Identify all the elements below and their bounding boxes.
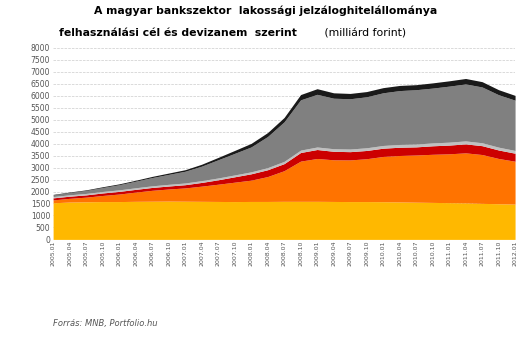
Text: felhasználási cél és devizanem  szerint: felhasználási cél és devizanem szerint	[59, 28, 297, 38]
Legend: szabad, EUR, szabad, CHF+JPY, szabad, HUF, lakás, EUR, lakás, CHF+JPY, lakás, HU: szabad, EUR, szabad, CHF+JPY, szabad, HU…	[163, 339, 405, 342]
Text: A magyar bankszektor  lakossági jelzáloghitelállománya: A magyar bankszektor lakossági jelzálogh…	[94, 5, 437, 16]
Text: Forrás: MNB, Portfolio.hu: Forrás: MNB, Portfolio.hu	[53, 319, 158, 328]
Text: (milliárd forint): (milliárd forint)	[321, 28, 406, 38]
